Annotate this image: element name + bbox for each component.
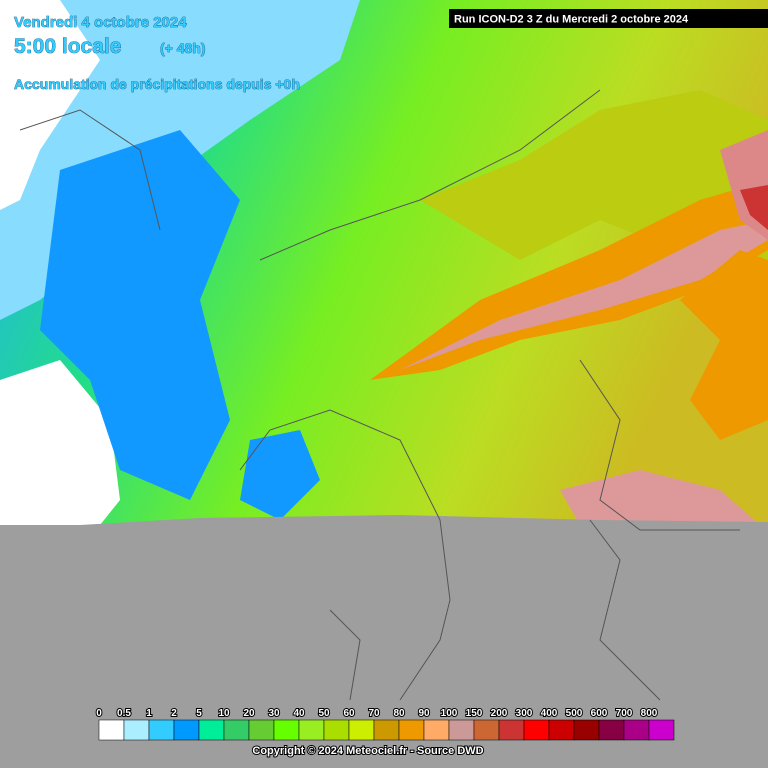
legend-swatch xyxy=(623,719,650,741)
legend-swatch xyxy=(223,719,250,741)
legend-label: 700 xyxy=(616,708,633,719)
forecast-time: 5:00 locale xyxy=(14,35,121,58)
legend-swatch xyxy=(198,719,225,741)
legend-label: 1 xyxy=(146,708,152,719)
legend-swatch xyxy=(573,719,600,741)
legend-swatch xyxy=(323,719,350,741)
legend-swatch xyxy=(648,719,675,741)
legend-label: 0.5 xyxy=(117,708,131,719)
legend-label: 500 xyxy=(566,708,583,719)
legend-label: 80 xyxy=(393,708,405,719)
legend-label: 0 xyxy=(96,708,102,719)
legend-label: 600 xyxy=(591,708,608,719)
forecast-lead: (+ 48h) xyxy=(160,40,206,56)
field-blue xyxy=(40,130,240,500)
field-orange xyxy=(680,250,768,440)
field-white xyxy=(0,0,100,210)
legend-swatch xyxy=(123,719,150,741)
legend-swatch xyxy=(423,719,450,741)
legend-swatch xyxy=(98,719,125,741)
legend-swatch xyxy=(598,719,625,741)
legend-swatch xyxy=(548,719,575,741)
legend-label: 30 xyxy=(268,708,280,719)
legend-label: 50 xyxy=(318,708,330,719)
legend-swatch xyxy=(498,719,525,741)
run-box xyxy=(449,9,768,28)
legend-swatch xyxy=(473,719,500,741)
map-subtitle: Accumulation de précipitations depuis +0… xyxy=(14,76,300,92)
run-info: Run ICON-D2 3 Z du Mercredi 2 octobre 20… xyxy=(454,14,689,26)
legend-label: 70 xyxy=(368,708,380,719)
outside-domain xyxy=(0,515,768,768)
legend-label: 10 xyxy=(218,708,230,719)
field-white xyxy=(0,360,120,525)
field-red xyxy=(740,185,768,230)
legend-swatch xyxy=(173,719,200,741)
legend-swatch xyxy=(398,719,425,741)
borders xyxy=(19,89,740,701)
legend-label: 800 xyxy=(641,708,658,719)
legend-label: 400 xyxy=(541,708,558,719)
legend-label: 200 xyxy=(491,708,508,719)
field-blue xyxy=(240,430,320,520)
legend-swatch xyxy=(373,719,400,741)
legend-swatch xyxy=(298,719,325,741)
legend-swatch xyxy=(523,719,550,741)
legend-label: 150 xyxy=(466,708,483,719)
legend-swatch xyxy=(448,719,475,741)
copyright: Copyright © 2024 Meteociel.fr - Source D… xyxy=(252,745,483,757)
legend-label: 2 xyxy=(171,708,177,719)
legend-label: 300 xyxy=(516,708,533,719)
legend-swatch xyxy=(148,719,175,741)
legend-label: 100 xyxy=(441,708,458,719)
legend: 0 0.5 1 2 5 10 20 30 40 50 60 70 80 90 100 150 200 300 400… xyxy=(95,707,675,741)
legend-swatch xyxy=(248,719,275,741)
field-pink xyxy=(560,470,760,525)
field-pink xyxy=(400,220,768,370)
legend-label: 60 xyxy=(343,708,355,719)
legend-swatch xyxy=(273,719,300,741)
legend-label: 90 xyxy=(418,708,430,719)
field-orange xyxy=(370,180,768,380)
forecast-date: Vendredi 4 octobre 2024 xyxy=(14,14,187,31)
legend-label: 5 xyxy=(196,708,202,719)
legend-label: 40 xyxy=(293,708,305,719)
legend-swatch xyxy=(348,719,375,741)
legend-label: 20 xyxy=(243,708,255,719)
